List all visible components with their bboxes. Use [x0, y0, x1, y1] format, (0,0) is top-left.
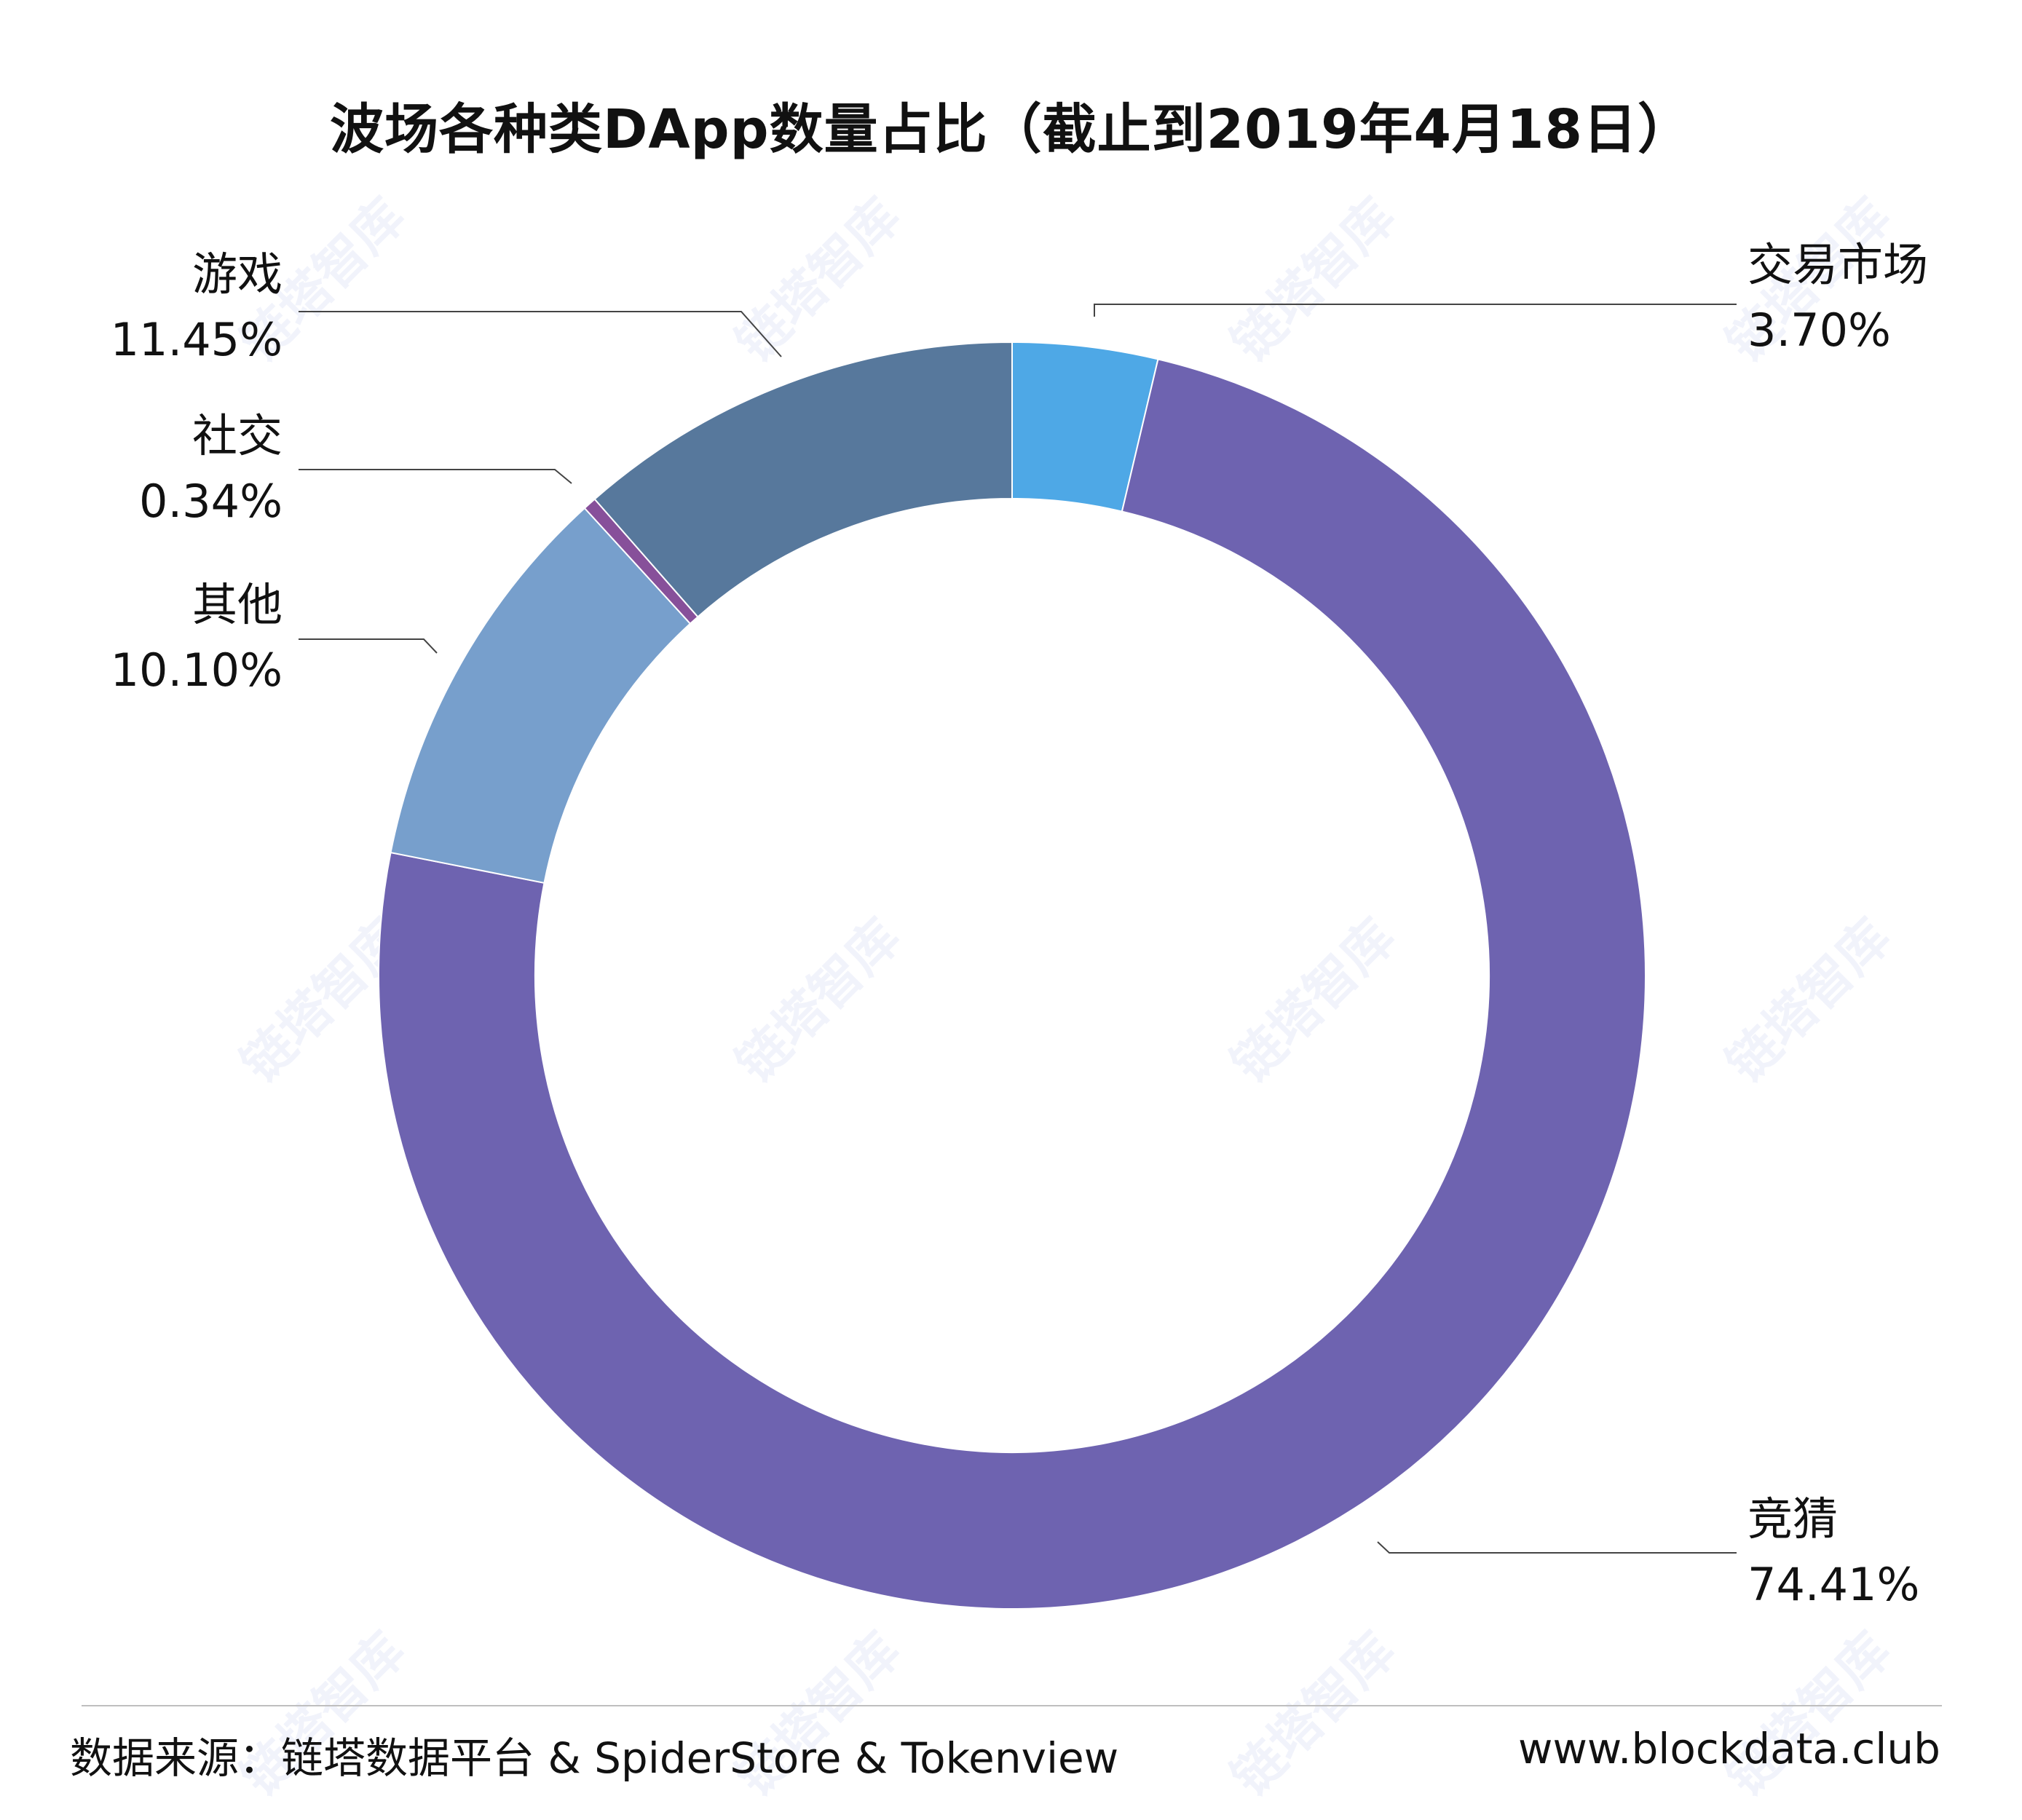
leader-line-交易市场: [1094, 304, 1737, 317]
slice-value-label-其他: 10.10%: [111, 644, 283, 697]
leader-line-社交: [299, 469, 572, 484]
leader-line-其他: [299, 638, 438, 654]
footer-source: 数据来源：链塔数据平台 & SpiderStore & Tokenview: [70, 1733, 1119, 1783]
slices-layer: [378, 341, 1646, 1610]
slice-value-label-游戏: 11.45%: [111, 313, 283, 366]
slice-value-label-社交: 0.34%: [139, 475, 283, 528]
slice-label-游戏: 游戏: [192, 248, 283, 301]
slice-label-竞猜: 竞猜: [1747, 1492, 1838, 1546]
slice-value-label-交易市场: 3.70%: [1747, 304, 1891, 357]
slice-value-label-竞猜: 74.41%: [1747, 1558, 1919, 1611]
leader-line-竞猜: [1377, 1541, 1737, 1554]
footer-divider: [82, 1705, 1942, 1706]
slice-label-其他: 其他: [192, 578, 283, 631]
labels-layer: 交易市场 3.70% 竞猜 74.41% 其他 10.10% 社交 0.34% 游戏 11.45%: [111, 238, 1928, 1611]
leader-line-游戏: [299, 311, 782, 357]
slice-label-社交: 社交: [192, 409, 283, 462]
leader-lines-layer: [299, 304, 1737, 1554]
chart-title: 波场各种类DApp数量占比（截止到2019年4月18日）: [329, 98, 1693, 161]
slice-竞猜: [378, 358, 1646, 1610]
footer-website-link[interactable]: www.blockdata.club: [1518, 1724, 1940, 1773]
slice-游戏: [593, 341, 1013, 618]
slice-label-交易市场: 交易市场: [1747, 238, 1928, 291]
